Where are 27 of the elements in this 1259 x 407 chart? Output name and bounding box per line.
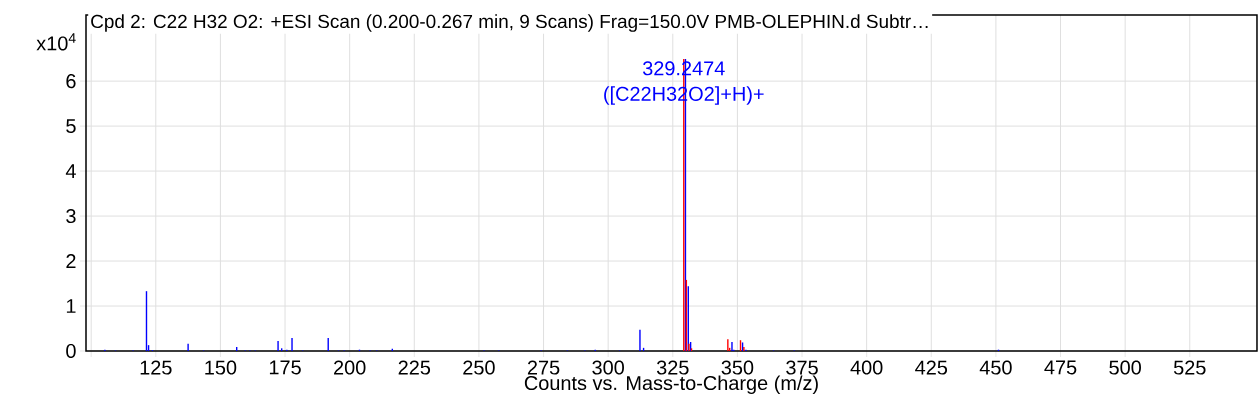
x-tick-label: 125 (140, 360, 172, 375)
x-tick-label: 200 (334, 360, 366, 375)
y-tick-label: 4 (65, 164, 76, 178)
x-tick-label: 425 (915, 360, 948, 375)
x-tick-label: 400 (850, 360, 883, 375)
x-tick-label: 250 (463, 360, 495, 375)
x-tick-label: 225 (398, 360, 431, 375)
x-axis-title: Counts vs. Mass-to-Charge (m/z) (524, 375, 818, 395)
y-axis-title: x10$^{4}$ (36, 33, 76, 51)
x-tick-label: 150 (205, 360, 237, 375)
x-tick-label: 475 (1044, 360, 1077, 375)
x-tick-label: 275 (527, 360, 560, 375)
x-tick-label: 325 (656, 360, 689, 375)
y-tick-label: 0 (66, 343, 76, 359)
y-tick-label: 5 (66, 119, 76, 134)
x-tick-label: 500 (1109, 360, 1141, 375)
x-tick-label: 450 (979, 360, 1012, 375)
y-tick-label: 2 (66, 254, 76, 268)
x-tick-label: 350 (721, 360, 754, 375)
chart-title: Cpd 2: C22 H32 O2: +ESI Scan (0.200-0.267 min, 9 Scans) Frag=150.0V PMB-OLEPHIN.d Subtr… (91, 14, 928, 32)
x-tick-label: 300 (592, 360, 624, 375)
x-tick-label: 375 (786, 360, 818, 375)
x-tick-label: 175 (269, 360, 301, 375)
y-tick-label: 3 (66, 209, 76, 224)
y-tick-label: 6 (66, 74, 76, 89)
x-tick-label: 525 (1173, 360, 1206, 375)
y-tick-label: 1 (66, 299, 76, 313)
